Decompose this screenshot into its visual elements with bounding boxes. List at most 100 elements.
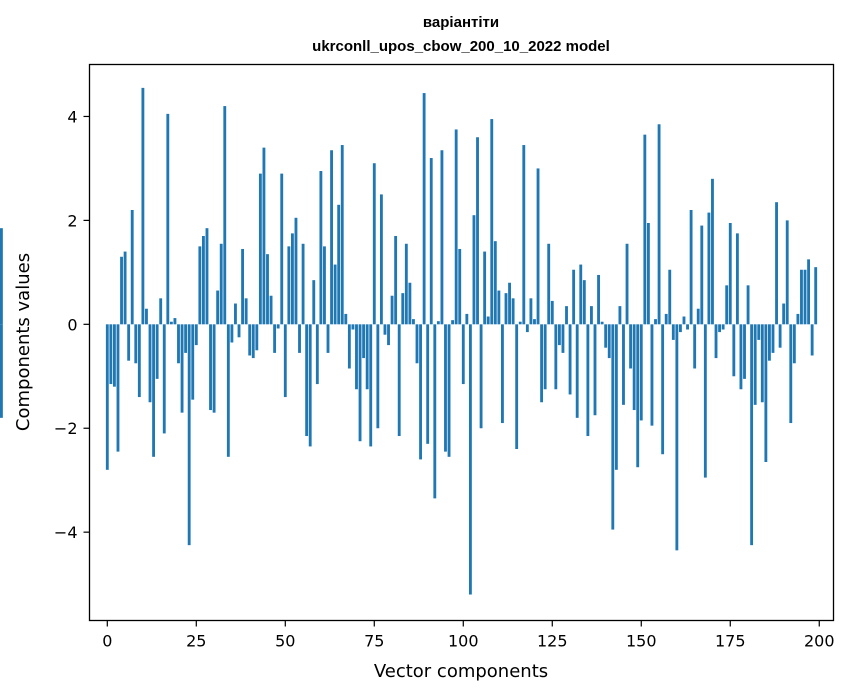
bar-135 [586, 324, 590, 437]
bar-155 [657, 124, 661, 325]
bar-126 [554, 324, 558, 390]
bar-153 [650, 324, 654, 426]
bar-54 [298, 324, 301, 353]
bar-90 [426, 324, 430, 444]
bar-129 [565, 306, 568, 325]
bar-143 [614, 324, 618, 470]
bar-104 [476, 137, 479, 325]
bar-189 [778, 324, 782, 348]
bar-132 [575, 324, 579, 418]
bar-40 [248, 324, 252, 356]
bar-80 [390, 295, 394, 325]
bar-96 [447, 324, 451, 457]
bar-24 [191, 324, 195, 400]
bar-19 [173, 318, 177, 325]
bar-163 [686, 324, 689, 330]
bar-14 [155, 324, 159, 379]
bar-76 [376, 324, 380, 429]
bar-125 [550, 300, 554, 325]
bar-156 [661, 324, 665, 455]
bar-82 [397, 324, 401, 437]
bar-3 [116, 324, 120, 452]
bar-81 [394, 235, 398, 325]
bar-34 [226, 324, 230, 457]
y-tick-label: 0 [67, 315, 77, 334]
bar-38 [241, 248, 244, 325]
bar-17 [166, 113, 170, 325]
bar-178 [739, 324, 743, 390]
bar-140 [604, 324, 608, 348]
bar-102 [468, 324, 472, 595]
chart-title-line-1: варіантіти [423, 14, 499, 31]
x-tick-label: 75 [364, 632, 384, 651]
bar-172 [718, 324, 722, 333]
bar-79 [387, 324, 390, 346]
bar-188 [775, 202, 778, 325]
x-tick-label: 175 [715, 632, 746, 651]
bar-117 [522, 145, 526, 325]
bar-157 [664, 313, 668, 325]
bar-186 [768, 324, 771, 361]
bar-105 [479, 324, 483, 429]
bar-66 [340, 145, 344, 325]
bar-48 [276, 324, 280, 329]
bar-166 [696, 308, 700, 325]
bar-139 [600, 321, 604, 325]
bar-30 [212, 324, 216, 413]
bar-50 [283, 324, 287, 398]
bar-25 [194, 324, 198, 346]
bar-162 [682, 316, 686, 325]
bar-59 [315, 324, 319, 385]
bar-2 [112, 324, 116, 387]
bar-83 [401, 293, 405, 325]
bar-119 [529, 298, 533, 325]
bar-11 [145, 308, 148, 325]
bar-112 [504, 293, 508, 325]
bar-185 [764, 324, 768, 463]
bar-175 [728, 222, 732, 325]
bar-72 [362, 324, 366, 359]
bar-56 [305, 324, 309, 437]
bar-71 [358, 324, 362, 442]
bars-group [0, 87, 818, 595]
bar-65 [337, 204, 341, 325]
bar-195 [800, 269, 803, 325]
bar-111 [501, 324, 504, 424]
bar-120 [533, 319, 536, 325]
bar-0 [105, 324, 109, 470]
bar-154 [654, 319, 657, 325]
bar-52 [290, 233, 294, 325]
bar-73 [365, 324, 369, 390]
bar-137 [593, 324, 597, 416]
bar-47 [273, 324, 277, 353]
bar-51 [287, 246, 291, 325]
bar-158 [668, 269, 672, 325]
bar-130 [568, 324, 572, 395]
y-tick-label: −4 [54, 523, 78, 542]
bar-106 [483, 251, 487, 325]
bar-84 [404, 243, 408, 325]
bar-98 [454, 129, 458, 325]
bar-182 [753, 324, 757, 405]
bar-192 [789, 324, 793, 424]
bar-75 [372, 163, 376, 325]
bar-78 [383, 324, 387, 335]
bar-123 [543, 324, 547, 390]
bar-118 [525, 324, 529, 333]
bar-6 [127, 324, 131, 361]
bar-15 [159, 298, 163, 325]
x-tick-label: 100 [448, 632, 479, 651]
bar-131 [572, 269, 576, 325]
bar-183 [757, 324, 761, 340]
bar-173 [721, 324, 725, 330]
bar-67 [344, 313, 348, 325]
bar-60 [319, 171, 323, 325]
bar-9 [137, 324, 141, 398]
bar-164 [689, 210, 693, 325]
bar-36 [234, 303, 237, 325]
x-tick-label: 150 [626, 632, 657, 651]
bar-198 [810, 324, 814, 356]
bar-7 [130, 210, 134, 325]
bar-28 [205, 228, 209, 325]
